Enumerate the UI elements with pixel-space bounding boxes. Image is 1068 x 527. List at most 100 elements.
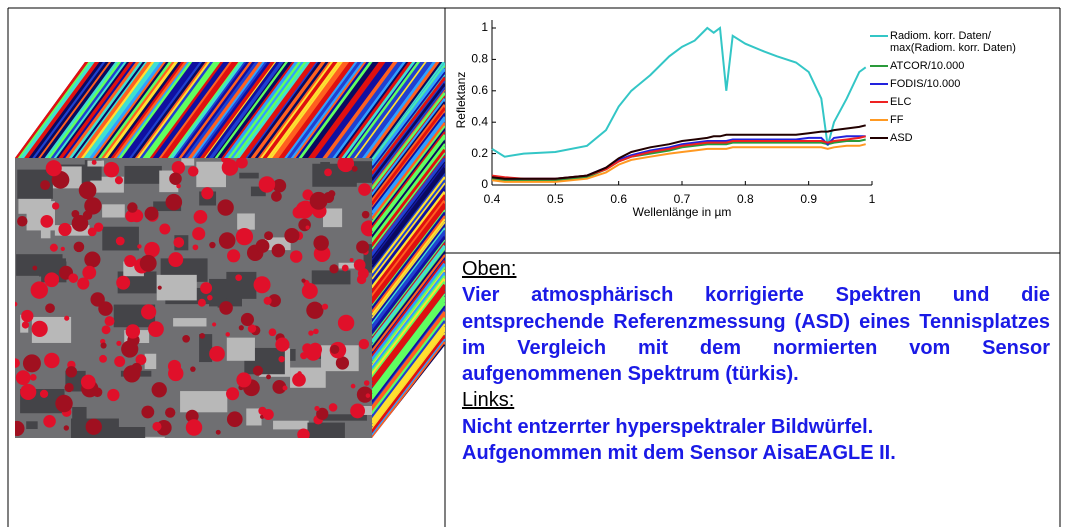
cube-stripe	[372, 426, 445, 522]
x-tick-label: 1	[869, 192, 876, 206]
page: Reflektanz Wellenlänge in µm 00.20.40.60…	[0, 0, 1068, 527]
cube-vegetation	[116, 237, 125, 246]
cube-vegetation	[271, 191, 282, 202]
cube-vegetation	[217, 199, 233, 215]
cube-vegetation	[45, 303, 55, 313]
cube-vegetation	[79, 181, 97, 199]
legend-label: ELC	[890, 96, 911, 108]
cube-vegetation	[310, 192, 328, 210]
cube-vegetation	[236, 228, 253, 245]
cube-vegetation	[21, 310, 33, 322]
y-tick-label: 0.8	[471, 52, 488, 66]
cube-road	[307, 423, 344, 442]
cube-vegetation	[272, 244, 286, 258]
cube-road	[237, 213, 255, 229]
cube-road	[145, 354, 157, 369]
cube-vegetation	[239, 325, 244, 330]
cube-vegetation	[264, 231, 273, 240]
heading: Links:	[462, 387, 1050, 413]
y-tick-label: 1	[481, 20, 488, 34]
cube-vegetation	[278, 356, 284, 362]
cube-vegetation	[9, 421, 24, 436]
cube-vegetation	[305, 345, 321, 361]
cube-vegetation	[77, 278, 89, 290]
cube-vegetation	[275, 338, 289, 352]
cube-vegetation	[52, 202, 59, 209]
cube-vegetation	[216, 430, 221, 435]
cube-vegetation	[194, 210, 208, 224]
cube-vegetation	[212, 322, 216, 326]
legend-swatch	[870, 65, 888, 67]
cube-stripe	[372, 438, 445, 527]
cube-road	[72, 407, 86, 421]
cube-vegetation	[219, 232, 236, 249]
cube-vegetation	[84, 197, 101, 214]
cube-vegetation	[354, 259, 366, 271]
cube-vegetation	[306, 226, 310, 230]
caption: Oben: Vier atmosphärisch korrigierte Spe…	[462, 256, 1050, 466]
cube-vegetation	[116, 276, 130, 290]
cube-vegetation	[193, 244, 199, 250]
paragraph: Aufgenommen mit dem Sensor AisaEAGLE II.	[462, 440, 1050, 466]
cube-vegetation	[101, 342, 107, 348]
cube-vegetation	[44, 353, 60, 369]
cube-stripe	[372, 414, 445, 510]
cube-vegetation	[30, 374, 37, 381]
cube-vegetation	[114, 356, 125, 367]
cube-vegetation	[166, 194, 183, 211]
cube-road	[135, 437, 165, 445]
cube-road	[173, 318, 206, 326]
cube-vegetation	[192, 227, 205, 240]
cube-vegetation	[329, 264, 338, 273]
cube-vegetation	[98, 301, 112, 315]
cube-vegetation	[201, 187, 213, 199]
cube-vegetation	[72, 215, 89, 232]
cube-stripe	[372, 435, 445, 527]
cube-vegetation	[123, 365, 140, 382]
cube-vegetation	[264, 297, 272, 305]
cube-vegetation	[297, 428, 310, 441]
cube-vegetation	[226, 387, 239, 400]
cube-vegetation	[236, 157, 248, 169]
cube-road	[273, 421, 309, 430]
cube-stripe	[372, 423, 445, 519]
x-tick-label: 0.6	[610, 192, 627, 206]
y-axis-label: Reflektanz	[454, 72, 468, 129]
cube-vegetation	[10, 358, 20, 368]
cube-vegetation	[124, 255, 136, 267]
cube-road	[239, 173, 258, 179]
cube-vegetation	[38, 325, 46, 333]
cube-vegetation	[359, 339, 369, 349]
legend-item: ASD	[870, 132, 1016, 144]
cube-vegetation	[227, 411, 243, 427]
cube-vegetation	[102, 325, 111, 334]
cube-vegetation	[356, 241, 369, 254]
cube-road	[227, 338, 255, 361]
x-tick-label: 0.5	[547, 192, 564, 206]
cube-vegetation	[357, 275, 366, 284]
cube-vegetation	[107, 389, 119, 401]
cube-vegetation	[172, 161, 185, 174]
cube-vegetation	[236, 372, 251, 387]
cube-vegetation	[290, 250, 302, 262]
cube-vegetation	[338, 315, 354, 331]
cube-vegetation	[284, 228, 299, 243]
cube-vegetation	[253, 366, 263, 376]
cube-vegetation	[44, 272, 59, 287]
cube-vegetation	[40, 180, 50, 190]
cube-vegetation	[324, 168, 332, 176]
legend-swatch	[870, 119, 888, 121]
cube-vegetation	[209, 242, 215, 248]
cube-vegetation	[159, 224, 170, 235]
cube-vegetation	[308, 330, 313, 335]
cube-vegetation	[225, 332, 229, 336]
cube-vegetation	[168, 252, 183, 267]
cube-vegetation	[61, 247, 65, 251]
y-tick-label: 0.2	[471, 146, 488, 160]
legend: Radiom. korr. Daten/ max(Radiom. korr. D…	[870, 30, 1016, 150]
cube-road	[312, 270, 351, 284]
cube-vegetation	[362, 211, 370, 219]
cube-vegetation	[115, 176, 123, 184]
cube-vegetation	[298, 219, 311, 232]
cube-stripe	[441, 58, 516, 160]
